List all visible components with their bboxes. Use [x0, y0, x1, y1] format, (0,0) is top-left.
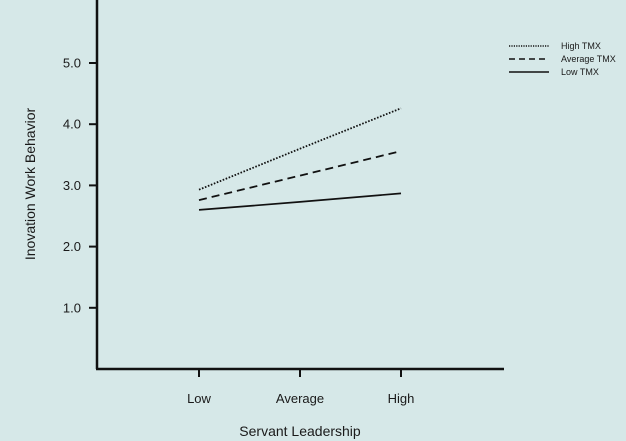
- series-lines: [198, 107, 402, 211]
- x-tick-label: Low: [187, 391, 211, 406]
- series-line-average-tmx: [198, 150, 402, 201]
- y-tick-label: 2.0: [63, 239, 81, 254]
- x-axis-title: Servant Leadership: [239, 423, 361, 439]
- axes: [95, 0, 504, 371]
- legend-label: High TMX: [561, 41, 601, 51]
- y-axis-title: Inovation Work Behavior: [22, 108, 38, 261]
- legend-label: Low TMX: [561, 67, 599, 77]
- y-ticks: 1.0 2.0 3.0 4.0 5.0: [63, 56, 97, 315]
- y-tick-label: 1.0: [63, 300, 81, 315]
- x-ticks: Low Average High: [187, 369, 414, 406]
- legend-label: Average TMX: [561, 54, 616, 64]
- y-tick-label: 4.0: [63, 117, 81, 132]
- series-line-low-tmx: [198, 192, 402, 211]
- series-line-high-tmx: [198, 107, 402, 191]
- legend: High TMX Average TMX Low TMX: [509, 41, 616, 77]
- x-tick-label: High: [388, 391, 415, 406]
- y-tick-label: 3.0: [63, 178, 81, 193]
- y-tick-label: 5.0: [63, 56, 81, 71]
- x-tick-label: Average: [276, 391, 324, 406]
